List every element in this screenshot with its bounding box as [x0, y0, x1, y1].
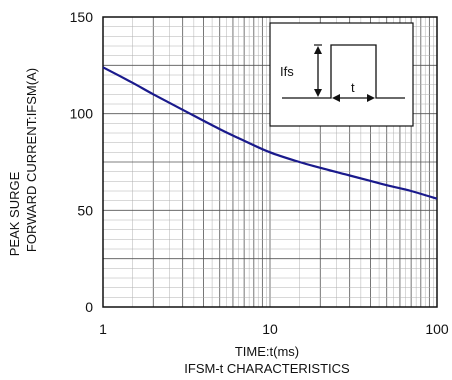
pulse-waveform — [282, 44, 405, 102]
pulse-line — [282, 44, 405, 99]
pulse-inset: Ifs t — [269, 22, 414, 127]
grid-lines — [103, 17, 437, 307]
y-tick-label: 100 — [70, 106, 94, 122]
y-tick-label: 50 — [77, 202, 93, 218]
series-line-0 — [102, 66, 438, 200]
x-tick-label: 1 — [99, 321, 107, 337]
x-tick-labels: 1 10 100 — [99, 321, 449, 337]
amplitude-arrow-down — [314, 89, 322, 97]
duration-arrow-left — [332, 94, 340, 102]
inset-amplitude-label: Ifs — [280, 64, 294, 79]
y-tick-labels: 0 50 100 150 — [70, 9, 94, 315]
y-axis-title-line-2: FORWARD CURRENT:IFSM(A) — [24, 68, 39, 252]
y-tick-label: 0 — [85, 299, 93, 315]
y-tick-label: 150 — [70, 9, 94, 25]
plot-frame — [102, 16, 438, 308]
x-tick-label: 10 — [262, 321, 278, 337]
y-axis-title-line-1: PEAK SURGE — [7, 171, 22, 256]
x-axis-title: TIME:t(ms) — [235, 344, 299, 359]
x-tick-label: 100 — [425, 321, 449, 337]
chart-caption: IFSM-t CHARACTERISTICS — [184, 361, 350, 376]
inset-duration-label: t — [351, 80, 355, 95]
series-curve — [102, 66, 438, 200]
duration-arrow-right — [367, 94, 375, 102]
amplitude-arrow-up — [314, 46, 322, 54]
inset-box — [269, 22, 414, 127]
